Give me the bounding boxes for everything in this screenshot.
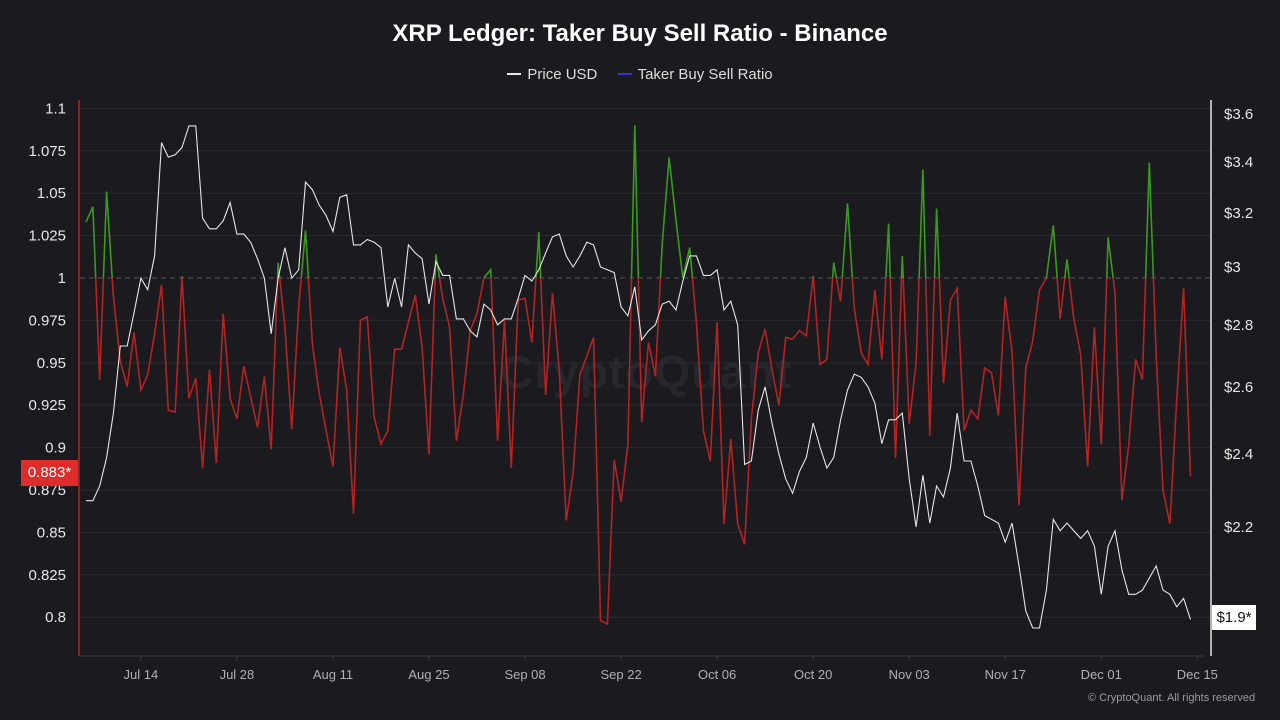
x-tick-label: Sep 08 xyxy=(504,667,545,682)
legend-item-price[interactable]: Price USD xyxy=(507,66,597,83)
y-tick-left: 1.05 xyxy=(37,185,66,202)
x-tick-label: Sep 22 xyxy=(600,667,641,682)
y-tick-right: $2.4 xyxy=(1224,446,1253,463)
x-tick-label: Jul 14 xyxy=(124,667,159,682)
x-tick-label: Nov 17 xyxy=(985,667,1026,682)
y-tick-left: 0.825 xyxy=(28,567,66,584)
y-tick-left: 1.075 xyxy=(28,143,66,160)
x-tick-label: Aug 25 xyxy=(408,667,449,682)
y-tick-left: 0.975 xyxy=(28,312,66,329)
legend-swatch-price xyxy=(507,73,522,75)
x-tick-label: Jul 28 xyxy=(220,667,255,682)
legend-label-price: Price USD xyxy=(527,65,598,83)
legend: Price USD Taker Buy Sell Ratio xyxy=(0,62,1280,83)
x-tick-label: Nov 03 xyxy=(889,667,930,682)
x-tick-label: Aug 11 xyxy=(313,667,353,682)
ratio-line-below-1 xyxy=(94,278,1192,626)
copyright: © CryptoQuant. All rights reserved xyxy=(1088,692,1256,704)
y-tick-left: 1.025 xyxy=(28,228,66,245)
y-tick-left: 1 xyxy=(58,270,66,287)
y-tick-right: $3.6 xyxy=(1224,106,1253,123)
x-tick-label: Oct 06 xyxy=(698,667,736,682)
y-tick-right: $2.8 xyxy=(1224,317,1253,334)
price-line xyxy=(86,125,1192,629)
last-price-badge: $1.9* xyxy=(1212,605,1256,630)
y-tick-left: 0.85 xyxy=(37,524,66,541)
x-tick-label: Dec 15 xyxy=(1177,667,1218,682)
y-tick-left: 1.1 xyxy=(45,100,66,117)
legend-item-ratio[interactable]: Taker Buy Sell Ratio xyxy=(617,65,773,83)
legend-label-ratio: Taker Buy Sell Ratio xyxy=(637,65,773,83)
y-tick-left: 0.925 xyxy=(28,397,66,414)
y-tick-right: $3.4 xyxy=(1224,154,1253,171)
y-tick-right: $2.6 xyxy=(1224,379,1253,396)
last-ratio-badge: 0.883* xyxy=(21,460,78,486)
y-tick-left: 0.95 xyxy=(37,355,66,372)
x-tick-label: Dec 01 xyxy=(1081,667,1122,682)
y-tick-right: $2.2 xyxy=(1224,519,1253,536)
legend-swatch-ratio xyxy=(617,73,632,75)
y-tick-left: 0.875 xyxy=(28,482,66,499)
chart-title: XRP Ledger: Taker Buy Sell Ratio - Binan… xyxy=(392,20,888,47)
y-tick-right: $3.2 xyxy=(1224,205,1253,222)
x-tick-label: Oct 20 xyxy=(794,667,832,682)
y-tick-left: 0.9 xyxy=(45,440,66,457)
ratio-line-above-1 xyxy=(85,125,1155,278)
y-tick-left: 0.8 xyxy=(45,609,66,626)
y-tick-right: $3 xyxy=(1224,259,1241,276)
